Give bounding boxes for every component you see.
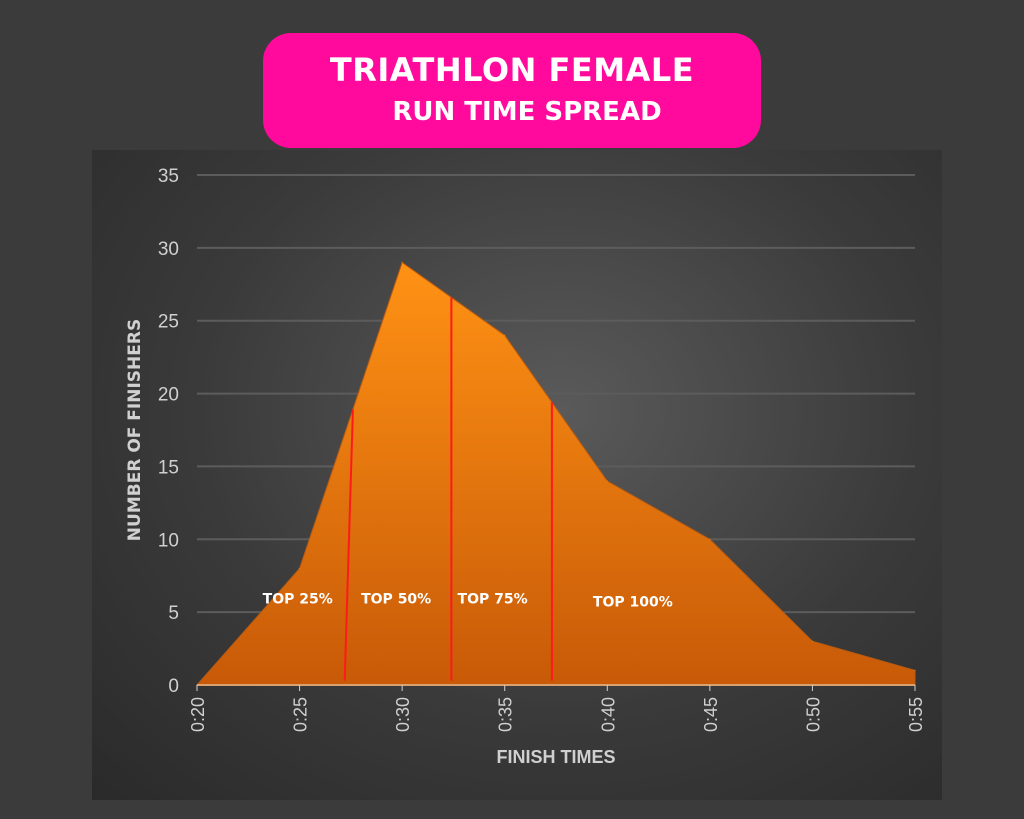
data-point (811, 640, 813, 642)
data-point (606, 480, 608, 482)
title-line-1: TRIATHLON FEMALE (329, 51, 695, 89)
quartile-label: TOP 25% (263, 591, 333, 607)
quartile-marker-line (343, 409, 354, 681)
x-tick-label: 0:30 (393, 697, 413, 732)
data-point (914, 669, 916, 671)
y-tick-label: 20 (158, 385, 179, 406)
y-tick-label: 30 (158, 239, 179, 260)
area-series (195, 261, 916, 686)
y-tick-label: 0 (168, 676, 179, 697)
quartile-label: TOP 100% (593, 594, 673, 610)
data-point (401, 261, 403, 263)
x-tick-label: 0:55 (906, 697, 926, 732)
x-tick-label: 0:40 (598, 697, 618, 732)
quartile-label: TOP 75% (458, 591, 528, 607)
x-tick-label: 0:35 (496, 697, 516, 732)
quartile-label: TOP 50% (361, 591, 431, 607)
y-tick-label: 15 (158, 457, 179, 478)
y-tick-label: 5 (168, 603, 179, 624)
title-banner: TRIATHLON FEMALE RUN TIME SPREAD (263, 33, 761, 148)
x-tick-label: 0:45 (701, 697, 721, 732)
x-tick-label: 0:50 (803, 697, 823, 732)
y-tick-label: 10 (158, 530, 179, 551)
y-tick-label: 35 (158, 166, 179, 187)
x-axis-title: FINISH TIMES (496, 747, 615, 767)
y-axis-title: NUMBER OF FINISHERS (125, 319, 145, 541)
area-chart: 0 5 10 15 20 25 30 35 0:20 0:25 0:30 0:35 0:40 0:45 0:… (125, 166, 926, 767)
title-line-2: RUN TIME SPREAD (392, 97, 662, 127)
data-point (504, 334, 506, 336)
data-point (709, 538, 711, 540)
y-tick-label: 25 (158, 312, 179, 333)
data-point (299, 567, 301, 569)
chart-panel: 0 5 10 15 20 25 30 35 0:20 0:25 0:30 0:35 0:40 0:45 0:… (92, 150, 942, 800)
x-tick-label: 0:20 (188, 697, 208, 732)
x-tick-label: 0:25 (291, 697, 311, 732)
